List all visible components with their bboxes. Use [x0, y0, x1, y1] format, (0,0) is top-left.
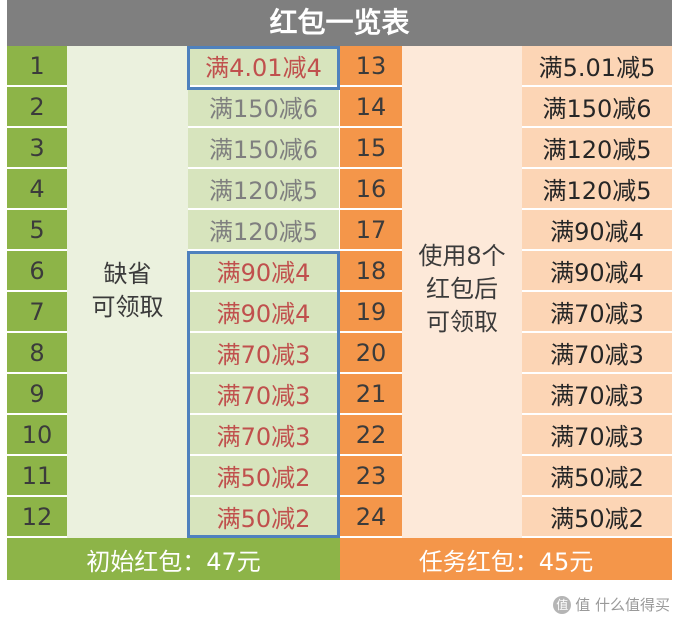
coupon-value: 满4.01减4	[188, 46, 339, 87]
coupon-value: 满120减5	[188, 169, 339, 210]
coupon-value: 满90减4	[188, 292, 339, 333]
row-number: 6	[7, 251, 67, 292]
coupon-value: 满70减3	[188, 333, 339, 374]
row-number: 15	[340, 128, 402, 169]
watermark-text: 值 什么值得买	[575, 596, 670, 614]
row-number: 16	[340, 169, 402, 210]
row-number: 4	[7, 169, 67, 210]
row-number: 14	[340, 87, 402, 128]
right-note-line: 红包后	[426, 275, 498, 303]
row-number: 21	[340, 374, 402, 415]
row-number: 3	[7, 128, 67, 169]
watermark: 值 值 什么值得买	[553, 594, 670, 615]
coupon-value: 满50减2	[188, 456, 339, 497]
coupon-value: 满150减6	[522, 87, 672, 128]
left-note: 缺省 可领取	[67, 258, 188, 324]
coupon-value: 满50减2	[522, 456, 672, 497]
coupon-value: 满70减3	[522, 374, 672, 415]
coupon-value: 满120减5	[188, 210, 339, 251]
coupon-value: 满50减2	[188, 497, 339, 538]
coupon-value: 满70减3	[522, 415, 672, 456]
row-number: 8	[7, 333, 67, 374]
row-number: 12	[7, 497, 67, 538]
right-note: 使用8个 红包后 可领取	[402, 240, 522, 339]
row-number: 7	[7, 292, 67, 333]
row-number: 9	[7, 374, 67, 415]
row-number: 22	[340, 415, 402, 456]
right-note-line: 使用8个	[418, 242, 506, 270]
coupon-value: 满70减3	[188, 415, 339, 456]
left-note-area	[67, 46, 188, 538]
right-note-line: 可领取	[426, 308, 498, 336]
coupon-value: 满150减6	[188, 128, 339, 169]
coupon-value: 满90减4	[522, 210, 672, 251]
row-number: 5	[7, 210, 67, 251]
coupon-value: 满120减5	[522, 128, 672, 169]
row-number: 2	[7, 87, 67, 128]
coupon-value: 满70减3	[522, 333, 672, 374]
row-number: 11	[7, 456, 67, 497]
left-note-line: 缺省	[103, 260, 152, 288]
coupon-value: 满150减6	[188, 87, 339, 128]
coupon-value: 满70减3	[522, 292, 672, 333]
row-number: 20	[340, 333, 402, 374]
table-title: 红包一览表	[7, 0, 672, 46]
right-note-area	[402, 46, 522, 538]
coupon-value: 满90减4	[188, 251, 339, 292]
row-number: 18	[340, 251, 402, 292]
coupon-value: 满5.01减5	[522, 46, 672, 87]
row-number: 19	[340, 292, 402, 333]
coupon-value: 满90减4	[522, 251, 672, 292]
footer-task: 任务红包：45元	[340, 538, 672, 580]
row-number: 1	[7, 46, 67, 87]
coupon-value: 满70减3	[188, 374, 339, 415]
row-number: 17	[340, 210, 402, 251]
footer-initial: 初始红包：47元	[7, 538, 340, 580]
coupon-value: 满120减5	[522, 169, 672, 210]
row-number: 23	[340, 456, 402, 497]
left-note-line: 可领取	[91, 293, 164, 321]
watermark-logo-icon: 值	[553, 595, 572, 614]
row-number: 13	[340, 46, 402, 87]
row-number: 10	[7, 415, 67, 456]
coupon-value: 满50减2	[522, 497, 672, 538]
row-number: 24	[340, 497, 402, 538]
